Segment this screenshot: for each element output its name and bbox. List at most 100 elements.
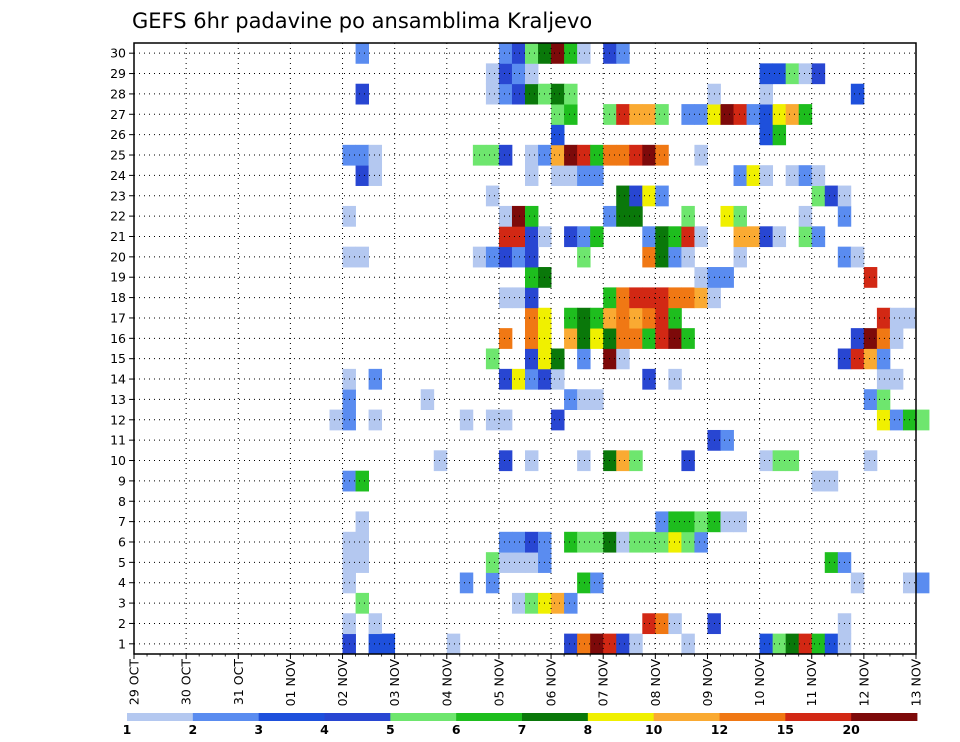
cell-member-17 [668, 307, 682, 329]
cell-member-22 [616, 205, 630, 227]
cell-member-21 [746, 226, 760, 248]
cell-member-6 [668, 531, 682, 553]
legend-swatch [324, 713, 391, 721]
cell-member-10 [681, 450, 695, 472]
cell-member-20 [577, 246, 591, 268]
cell-member-18 [616, 287, 630, 309]
x-tick-label: 04 NOV [439, 659, 454, 707]
cell-member-22 [733, 205, 747, 227]
cell-member-28 [525, 83, 539, 105]
x-tick-label: 31 OCT [231, 659, 246, 705]
cell-member-10 [863, 450, 878, 472]
cell-member-29 [759, 63, 774, 85]
cell-member-10 [498, 450, 513, 472]
cell-member-25 [694, 144, 708, 166]
cell-member-17 [525, 307, 539, 329]
cell-member-1 [785, 633, 800, 655]
cell-member-17 [564, 307, 578, 329]
cell-member-20 [655, 246, 669, 268]
cell-member-21 [498, 226, 513, 248]
cell-member-16 [577, 328, 591, 349]
cell-member-19 [525, 267, 539, 288]
legend-swatch [587, 713, 655, 721]
cell-member-16 [590, 328, 604, 349]
cell-member-25 [590, 144, 604, 166]
cell-member-6 [355, 531, 369, 553]
legend-label: 3 [254, 722, 263, 737]
cell-member-12 [551, 409, 565, 431]
cell-member-15 [485, 348, 500, 370]
cell-member-24 [811, 165, 826, 186]
cell-member-1 [629, 633, 643, 655]
cell-member-29 [511, 63, 526, 85]
cell-member-6 [577, 531, 591, 553]
cell-member-3 [511, 592, 526, 614]
cell-member-6 [511, 531, 526, 553]
y-tick-label: 2 [118, 616, 126, 631]
cell-member-28 [498, 83, 513, 105]
cell-member-5 [498, 552, 513, 573]
cell-member-19 [863, 267, 878, 288]
x-tick-label: 01 NOV [283, 659, 298, 707]
cell-member-20 [511, 246, 526, 268]
cell-member-10 [629, 450, 643, 472]
cell-member-24 [551, 165, 565, 186]
cell-member-23 [824, 185, 839, 207]
legend-swatch [390, 713, 457, 721]
cell-member-21 [733, 226, 747, 248]
cell-member-17 [876, 307, 891, 329]
cell-member-3 [355, 592, 369, 614]
cell-member-18 [525, 287, 539, 309]
cell-member-10 [616, 450, 630, 472]
legend-swatch [785, 713, 852, 721]
cell-member-14 [551, 368, 565, 390]
cell-member-19 [694, 267, 708, 288]
legend-label: 20 [842, 722, 860, 737]
cell-member-20 [485, 246, 500, 268]
cell-member-30 [551, 43, 565, 64]
cell-member-27 [694, 104, 708, 125]
cell-member-1 [811, 633, 826, 655]
cell-member-12 [889, 409, 904, 431]
cell-member-1 [616, 633, 630, 655]
legend-label: 6 [452, 722, 461, 737]
cell-member-10 [785, 450, 800, 472]
cell-member-25 [655, 144, 669, 166]
cell-member-2 [668, 613, 682, 635]
cell-member-28 [511, 83, 526, 105]
cell-member-16 [863, 328, 878, 349]
cell-member-24 [590, 165, 604, 186]
cell-member-12 [368, 409, 383, 431]
y-tick-label: 21 [110, 229, 126, 244]
cell-member-27 [746, 104, 760, 125]
cell-member-21 [681, 226, 695, 248]
cell-member-25 [616, 144, 630, 166]
cell-member-7 [720, 511, 734, 533]
cell-member-20 [498, 246, 513, 268]
cell-member-21 [525, 226, 539, 248]
x-axis: 29 OCT 30 OCT 31 OCT 01 NOV 02 NOV 03 NOV 04 N… [127, 654, 924, 706]
cell-member-9 [824, 470, 839, 492]
cell-member-24 [798, 165, 813, 186]
cell-member-12 [459, 409, 474, 431]
y-tick-label: 9 [118, 473, 126, 488]
cell-member-2 [655, 613, 669, 635]
x-tick-label: 10 NOV [752, 659, 767, 707]
y-tick-label: 3 [118, 596, 126, 611]
cell-member-20 [525, 246, 539, 268]
cell-member-16 [616, 328, 630, 349]
legend-swatch [719, 713, 786, 721]
cell-member-1 [577, 633, 591, 655]
cell-member-25 [368, 144, 383, 166]
cell-member-16 [681, 328, 695, 349]
y-tick-label: 6 [118, 534, 126, 549]
cell-member-21 [811, 226, 826, 248]
cell-member-7 [681, 511, 695, 533]
cell-member-7 [694, 511, 708, 533]
cell-member-16 [498, 328, 513, 349]
cell-member-24 [525, 165, 539, 186]
cell-member-2 [368, 613, 383, 635]
cell-member-17 [889, 307, 904, 329]
cell-member-24 [785, 165, 800, 186]
y-tick-label: 27 [110, 107, 126, 122]
